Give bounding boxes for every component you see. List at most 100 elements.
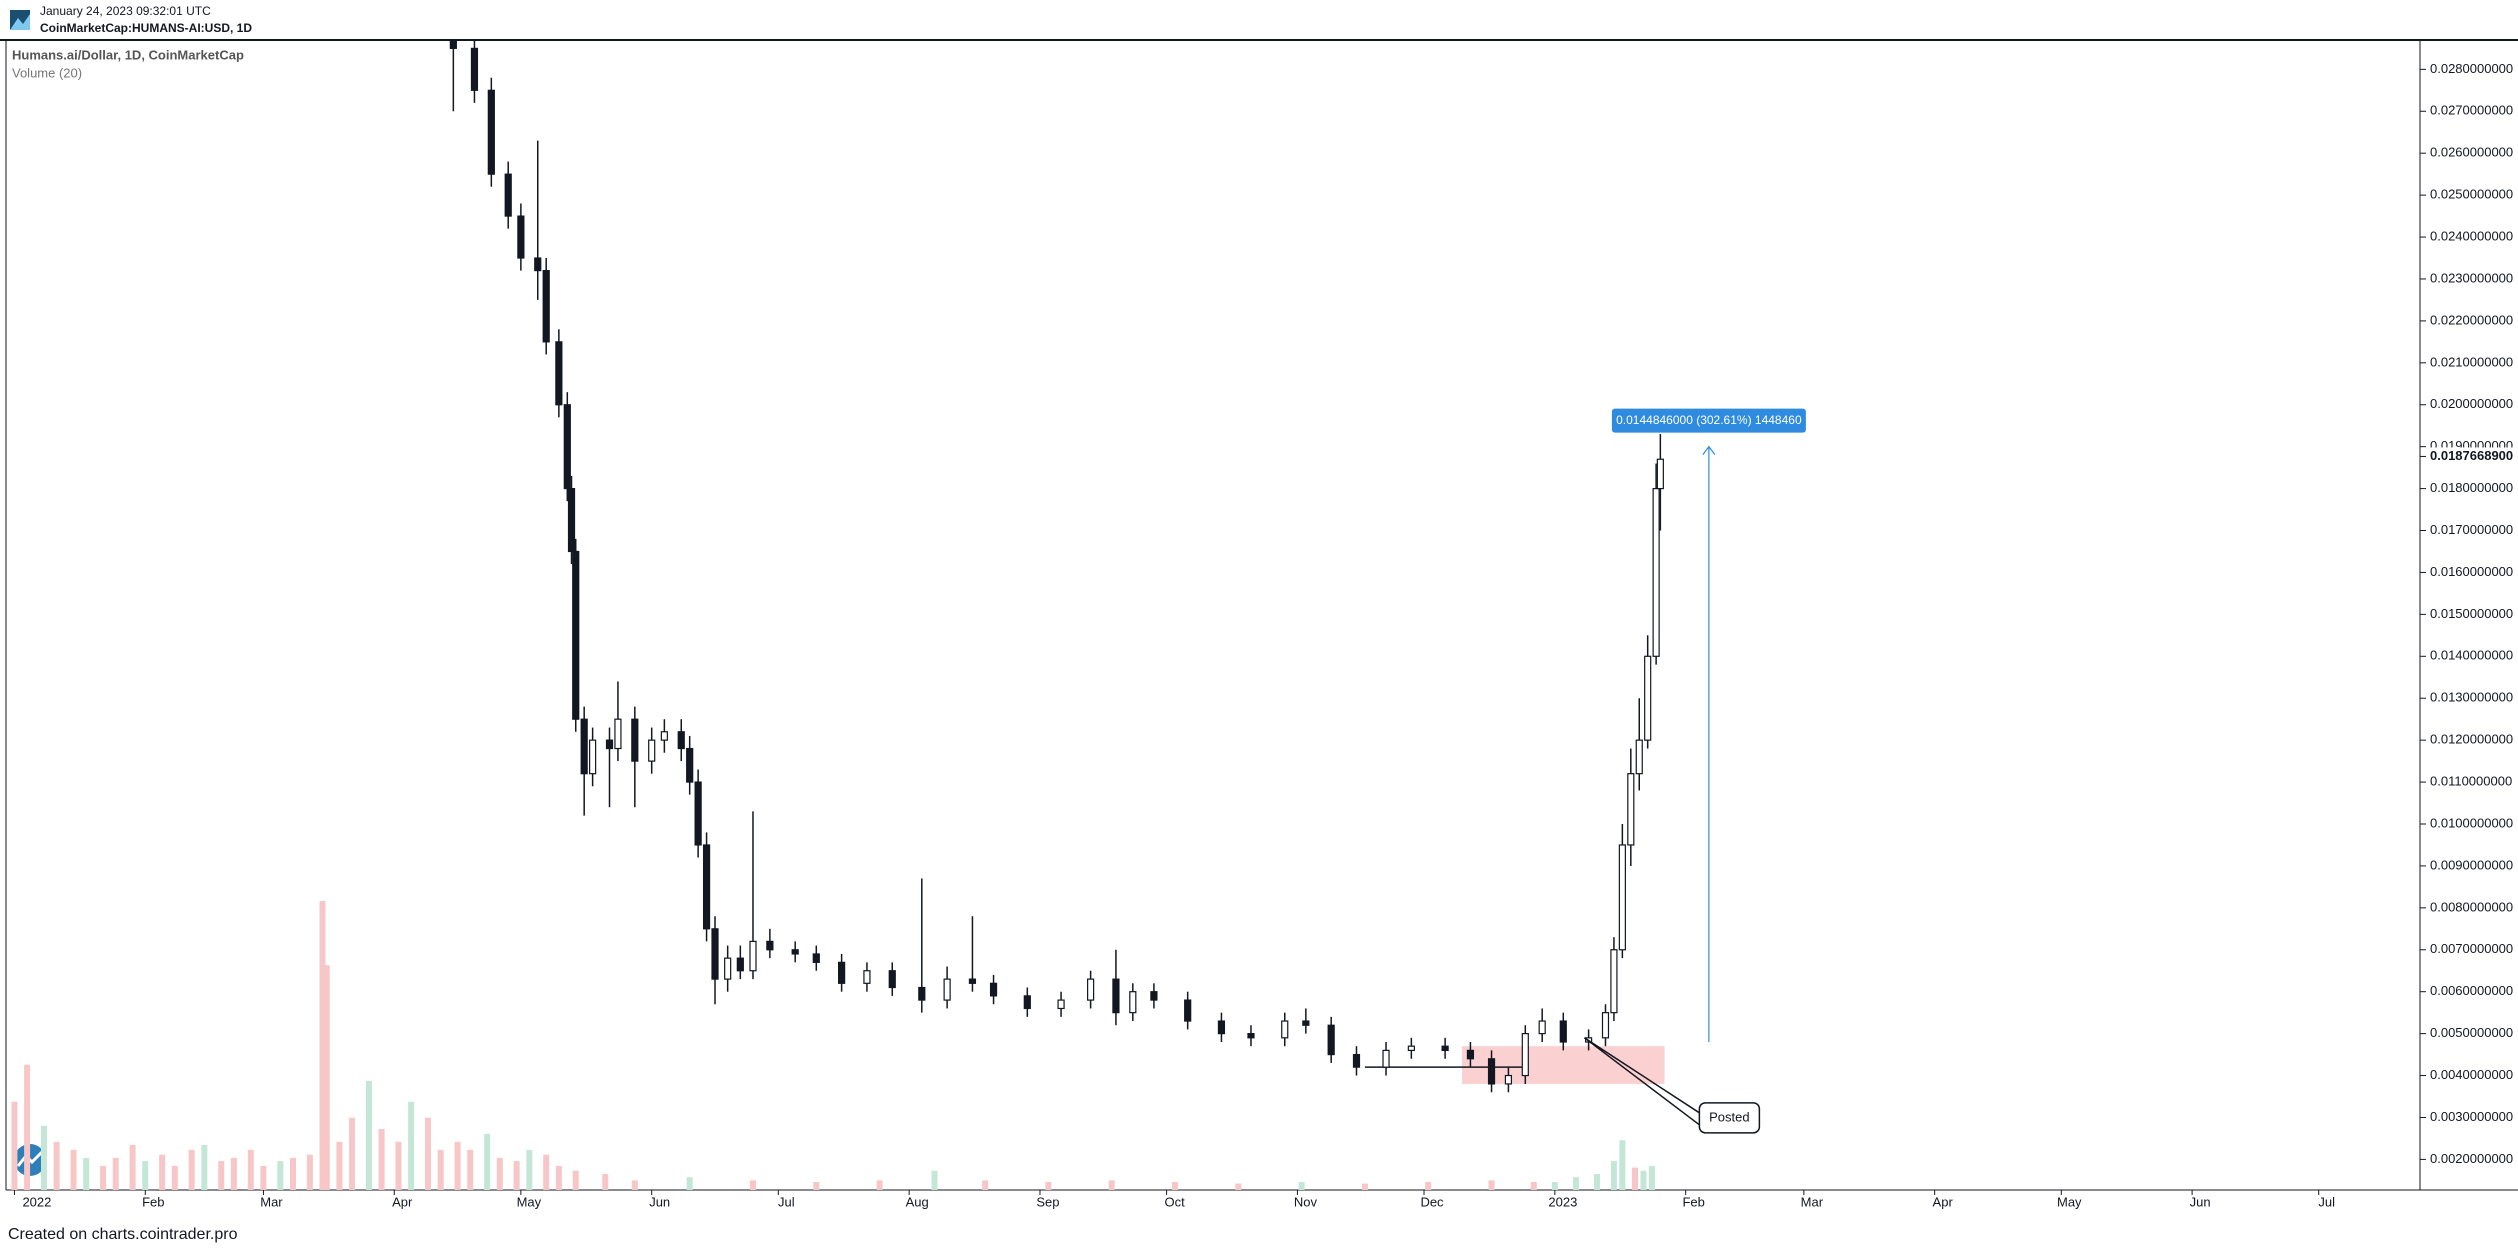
candle-body [1538,1020,1546,1035]
volume-bar [112,1157,119,1190]
candle-body [563,404,571,490]
candle-body [918,986,926,1001]
candle-body [542,269,550,343]
candle-body [812,953,820,963]
x-tick-label: Feb [142,1194,164,1209]
header-bar [0,0,2518,40]
volume-bar [1108,1180,1115,1190]
y-tick-label: 0.0100000000 [2430,815,2513,830]
volume-bar [686,1177,693,1190]
candle-body [1112,978,1120,1014]
candle-body [694,781,702,846]
candle-body [1023,995,1031,1010]
candle-body [614,718,622,750]
x-tick-label: Jun [649,1194,670,1209]
volume-bar [260,1165,267,1190]
volume-bar [129,1145,136,1190]
volume-bar [1648,1165,1655,1190]
volume-bar [1632,1167,1639,1190]
volume-bar [395,1141,402,1190]
candle-body [648,739,656,762]
candle-body [888,970,896,989]
candle-body [1087,978,1095,1001]
volume-bar [40,1125,47,1190]
volume-bar [1172,1181,1179,1190]
volume-bar [1610,1161,1617,1190]
candle-body [1656,458,1664,490]
last-price-label: 0.0187668900 [2430,448,2513,463]
candle-body [702,844,711,930]
volume-bar [53,1141,60,1190]
y-tick-label: 0.0250000000 [2430,187,2513,202]
y-tick-label: 0.0060000000 [2430,983,2513,998]
candle-body [631,718,639,762]
candle-body [1627,773,1635,846]
y-tick-label: 0.0200000000 [2430,396,2513,411]
y-tick-label: 0.0110000000 [2430,774,2512,789]
volume-bar [602,1173,609,1190]
measure-label: 0.0144846000 (302.61%) 1448460 [1616,413,1802,427]
x-tick-label: May [2057,1194,2082,1209]
volume-bar [1640,1170,1647,1190]
x-tick-label: Feb [1682,1194,1704,1209]
candle-body [1610,949,1618,1014]
volume-bar [425,1117,432,1190]
candle-body [863,970,871,984]
candle-body [1057,999,1065,1010]
candle-body [749,940,757,972]
y-tick-label: 0.0160000000 [2430,564,2513,579]
volume-bar [1045,1181,1052,1190]
zone [1461,1046,1665,1084]
y-tick-label: 0.0270000000 [2430,103,2513,118]
volume-bar [277,1161,284,1190]
x-tick-label: Apr [1933,1194,1954,1209]
volume-bar [336,1141,343,1190]
x-tick-label: Nov [1294,1194,1318,1209]
y-tick-label: 0.0030000000 [2430,1109,2513,1124]
candle-body [1466,1049,1475,1060]
volume-bar [247,1149,254,1190]
volume-bar [749,1180,756,1190]
y-tick-label: 0.0280000000 [2430,61,2513,76]
candle-body [838,961,846,984]
candle-body [1247,1033,1255,1039]
volume-bar [484,1133,491,1190]
y-tick-label: 0.0180000000 [2430,480,2513,495]
y-tick-label: 0.0080000000 [2430,899,2513,914]
x-tick-label: Sep [1036,1194,1059,1209]
logo [10,10,30,30]
candle-body [1382,1049,1390,1068]
callout-label: Posted [1709,1109,1749,1124]
y-tick-label: 0.0220000000 [2430,312,2513,327]
y-tick-label: 0.0150000000 [2430,606,2513,621]
volume-bar [467,1149,474,1190]
candle-body [567,487,576,553]
x-tick-label: Mar [1801,1194,1824,1209]
y-tick-label: 0.0140000000 [2430,648,2513,663]
x-tick-label: Jul [778,1194,795,1209]
candle-body [1327,1024,1335,1056]
y-tick-label: 0.0050000000 [2430,1025,2513,1040]
candle-body [1129,991,1137,1014]
last-price-bg [2421,447,2517,466]
volume-bar [306,1154,313,1190]
volume-bar [24,1064,31,1190]
candle-body [555,341,563,406]
volume-bar [454,1141,461,1190]
x-tick-label: 2022 [22,1194,51,1209]
candle-body [724,957,732,980]
candle-body [572,550,580,720]
volume-bar [323,965,330,1190]
x-tick-label: Aug [906,1194,929,1209]
candle-body [1302,1020,1310,1026]
candle-body [736,957,744,972]
candle-body [1601,1012,1610,1039]
y-tick-label: 0.0170000000 [2430,522,2513,537]
candle-body [605,739,614,750]
candle-body [580,718,588,775]
volume-bar [319,901,326,1190]
volume-bar [378,1128,385,1190]
candle-body [517,215,525,259]
x-tick-label: 2023 [1548,1194,1577,1209]
